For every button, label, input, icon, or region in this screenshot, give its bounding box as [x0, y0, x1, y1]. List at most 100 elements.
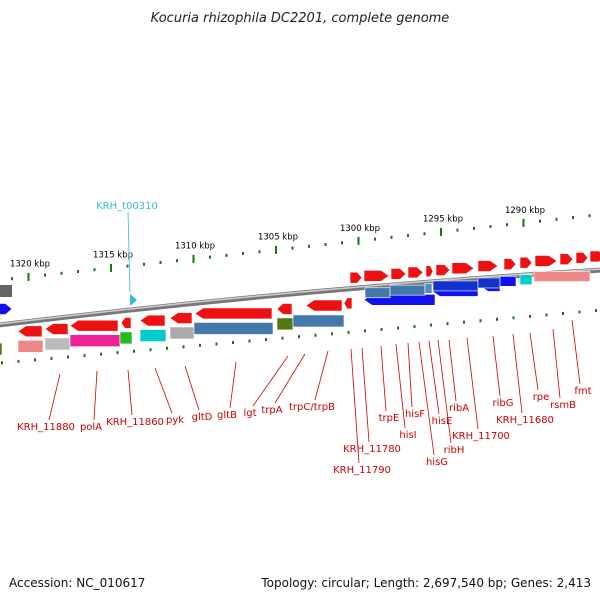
reverse-gene-arrow [44, 323, 69, 335]
backbone-highlight [0, 268, 600, 325]
reverse-gene-arrow [194, 307, 273, 320]
gene-label: ribH [444, 445, 465, 456]
leader-line [418, 341, 435, 456]
gene-label: polA [80, 422, 102, 433]
gene-block [432, 280, 479, 292]
reverse-gene-arrow [276, 303, 293, 315]
gene-label: gltB [217, 410, 237, 421]
trna-label: KRH_t00310 [96, 201, 158, 212]
gene-block [364, 287, 391, 299]
gene-features [0, 250, 600, 356]
gene-block [389, 284, 426, 296]
gene-block [0, 342, 3, 356]
gene-block [119, 331, 133, 345]
leader-line [512, 333, 523, 414]
leader-line [492, 335, 501, 397]
genome-backbone [0, 267, 600, 328]
reverse-gene-arrow [169, 312, 193, 324]
gene-block [17, 340, 44, 353]
gene-block [44, 337, 71, 351]
forward-gene-arrow [407, 266, 424, 279]
forward-gene-arrow [390, 268, 407, 280]
forward-gene-arrow [451, 262, 475, 275]
gene-block [424, 282, 433, 294]
gene-block [276, 317, 294, 331]
forward-gene-arrow [519, 256, 533, 269]
kbp-labels: 1320 kbp 1315 kbp 1310 kbp 1305 kbp 1300 kbp… [10, 206, 545, 270]
leader-line [274, 353, 306, 404]
gene-label: lgt [243, 408, 256, 419]
leader-line [571, 319, 581, 385]
reverse-gene-arrow [305, 299, 343, 312]
reverse-gene-arrow [139, 314, 166, 327]
gene-block [477, 277, 501, 289]
reverse-gene-arrow [343, 297, 353, 310]
forward-gene-arrow [534, 255, 558, 267]
gene-label: hisE [432, 416, 453, 427]
gene-label: KRH_11860 [106, 417, 164, 428]
leader-line [252, 355, 289, 407]
leader-line [552, 328, 561, 399]
kbp-label: 1320 kbp [10, 260, 50, 270]
trna-marker [130, 294, 137, 306]
gene-block [292, 314, 345, 328]
gene-block [533, 271, 591, 282]
kbp-label: 1305 kbp [258, 233, 298, 243]
reverse-gene-arrow [120, 317, 132, 329]
gene-label: trpC/trpB [289, 402, 335, 413]
gene-label: KRH_11700 [452, 431, 510, 442]
kbp-label: 1295 kbp [423, 215, 463, 225]
leader-line [361, 347, 370, 443]
gene-label: ribA [449, 403, 469, 414]
trna-leader-line [127, 211, 131, 293]
leader-line [350, 348, 360, 464]
topology-text: Topology: circular; Length: 2,697,540 bp… [260, 576, 591, 590]
map-title: Kocuria rhizophila DC2201, complete geno… [151, 11, 450, 26]
leader-line [127, 369, 133, 416]
gene-block [139, 329, 167, 342]
reverse-gene-arrow [69, 319, 119, 332]
gene-label: pyk [166, 415, 184, 426]
gene-label: trpA [261, 405, 282, 416]
kbp-label: 1315 kbp [93, 251, 133, 261]
reverse-gene-arrow [17, 325, 43, 338]
leader-line [154, 367, 173, 414]
kbp-label: 1290 kbp [505, 206, 545, 216]
gene-label: KRH_11780 [343, 444, 401, 455]
gene-block [169, 326, 195, 340]
leader-line [466, 337, 479, 430]
gene-label: ribG [493, 398, 514, 409]
gene-block [193, 322, 274, 335]
gene-block [499, 275, 517, 287]
kbp-label: 1310 kbp [175, 242, 215, 252]
kbp-ticks [1, 214, 597, 365]
gene-label: KRH_11880 [17, 422, 75, 433]
gene-label: hisG [426, 457, 448, 468]
forward-gene-arrow [559, 253, 574, 265]
leader-line [380, 345, 387, 412]
forward-gene-arrow [575, 251, 589, 264]
forward-gene-arrow [0, 303, 13, 315]
accession-text: Accession: NC_010617 [9, 576, 145, 590]
forward-gene-arrow [589, 250, 600, 263]
gene-block [519, 274, 533, 286]
leader-line [448, 339, 457, 402]
gene-label: fmt [574, 386, 591, 397]
label-leader-lines [48, 211, 581, 464]
leader-line [229, 361, 237, 409]
gene-block [69, 334, 121, 347]
gene-label: KRH_11680 [496, 415, 554, 426]
leader-line [395, 343, 406, 429]
gene-label: trpE [379, 413, 400, 424]
gene-label: KRH_11790 [333, 465, 391, 476]
forward-gene-arrow [477, 260, 499, 272]
gene-label: gltD [192, 412, 213, 423]
gene-labels: KRH_11880 polA KRH_11860 pyk gltD gltB lgt trpA… [17, 201, 592, 476]
leader-line [529, 332, 539, 391]
gene-label: rsmB [550, 400, 576, 411]
forward-gene-arrow [435, 264, 451, 276]
leader-line [93, 370, 98, 421]
forward-gene-arrow [503, 258, 517, 270]
leader-line [428, 340, 440, 415]
